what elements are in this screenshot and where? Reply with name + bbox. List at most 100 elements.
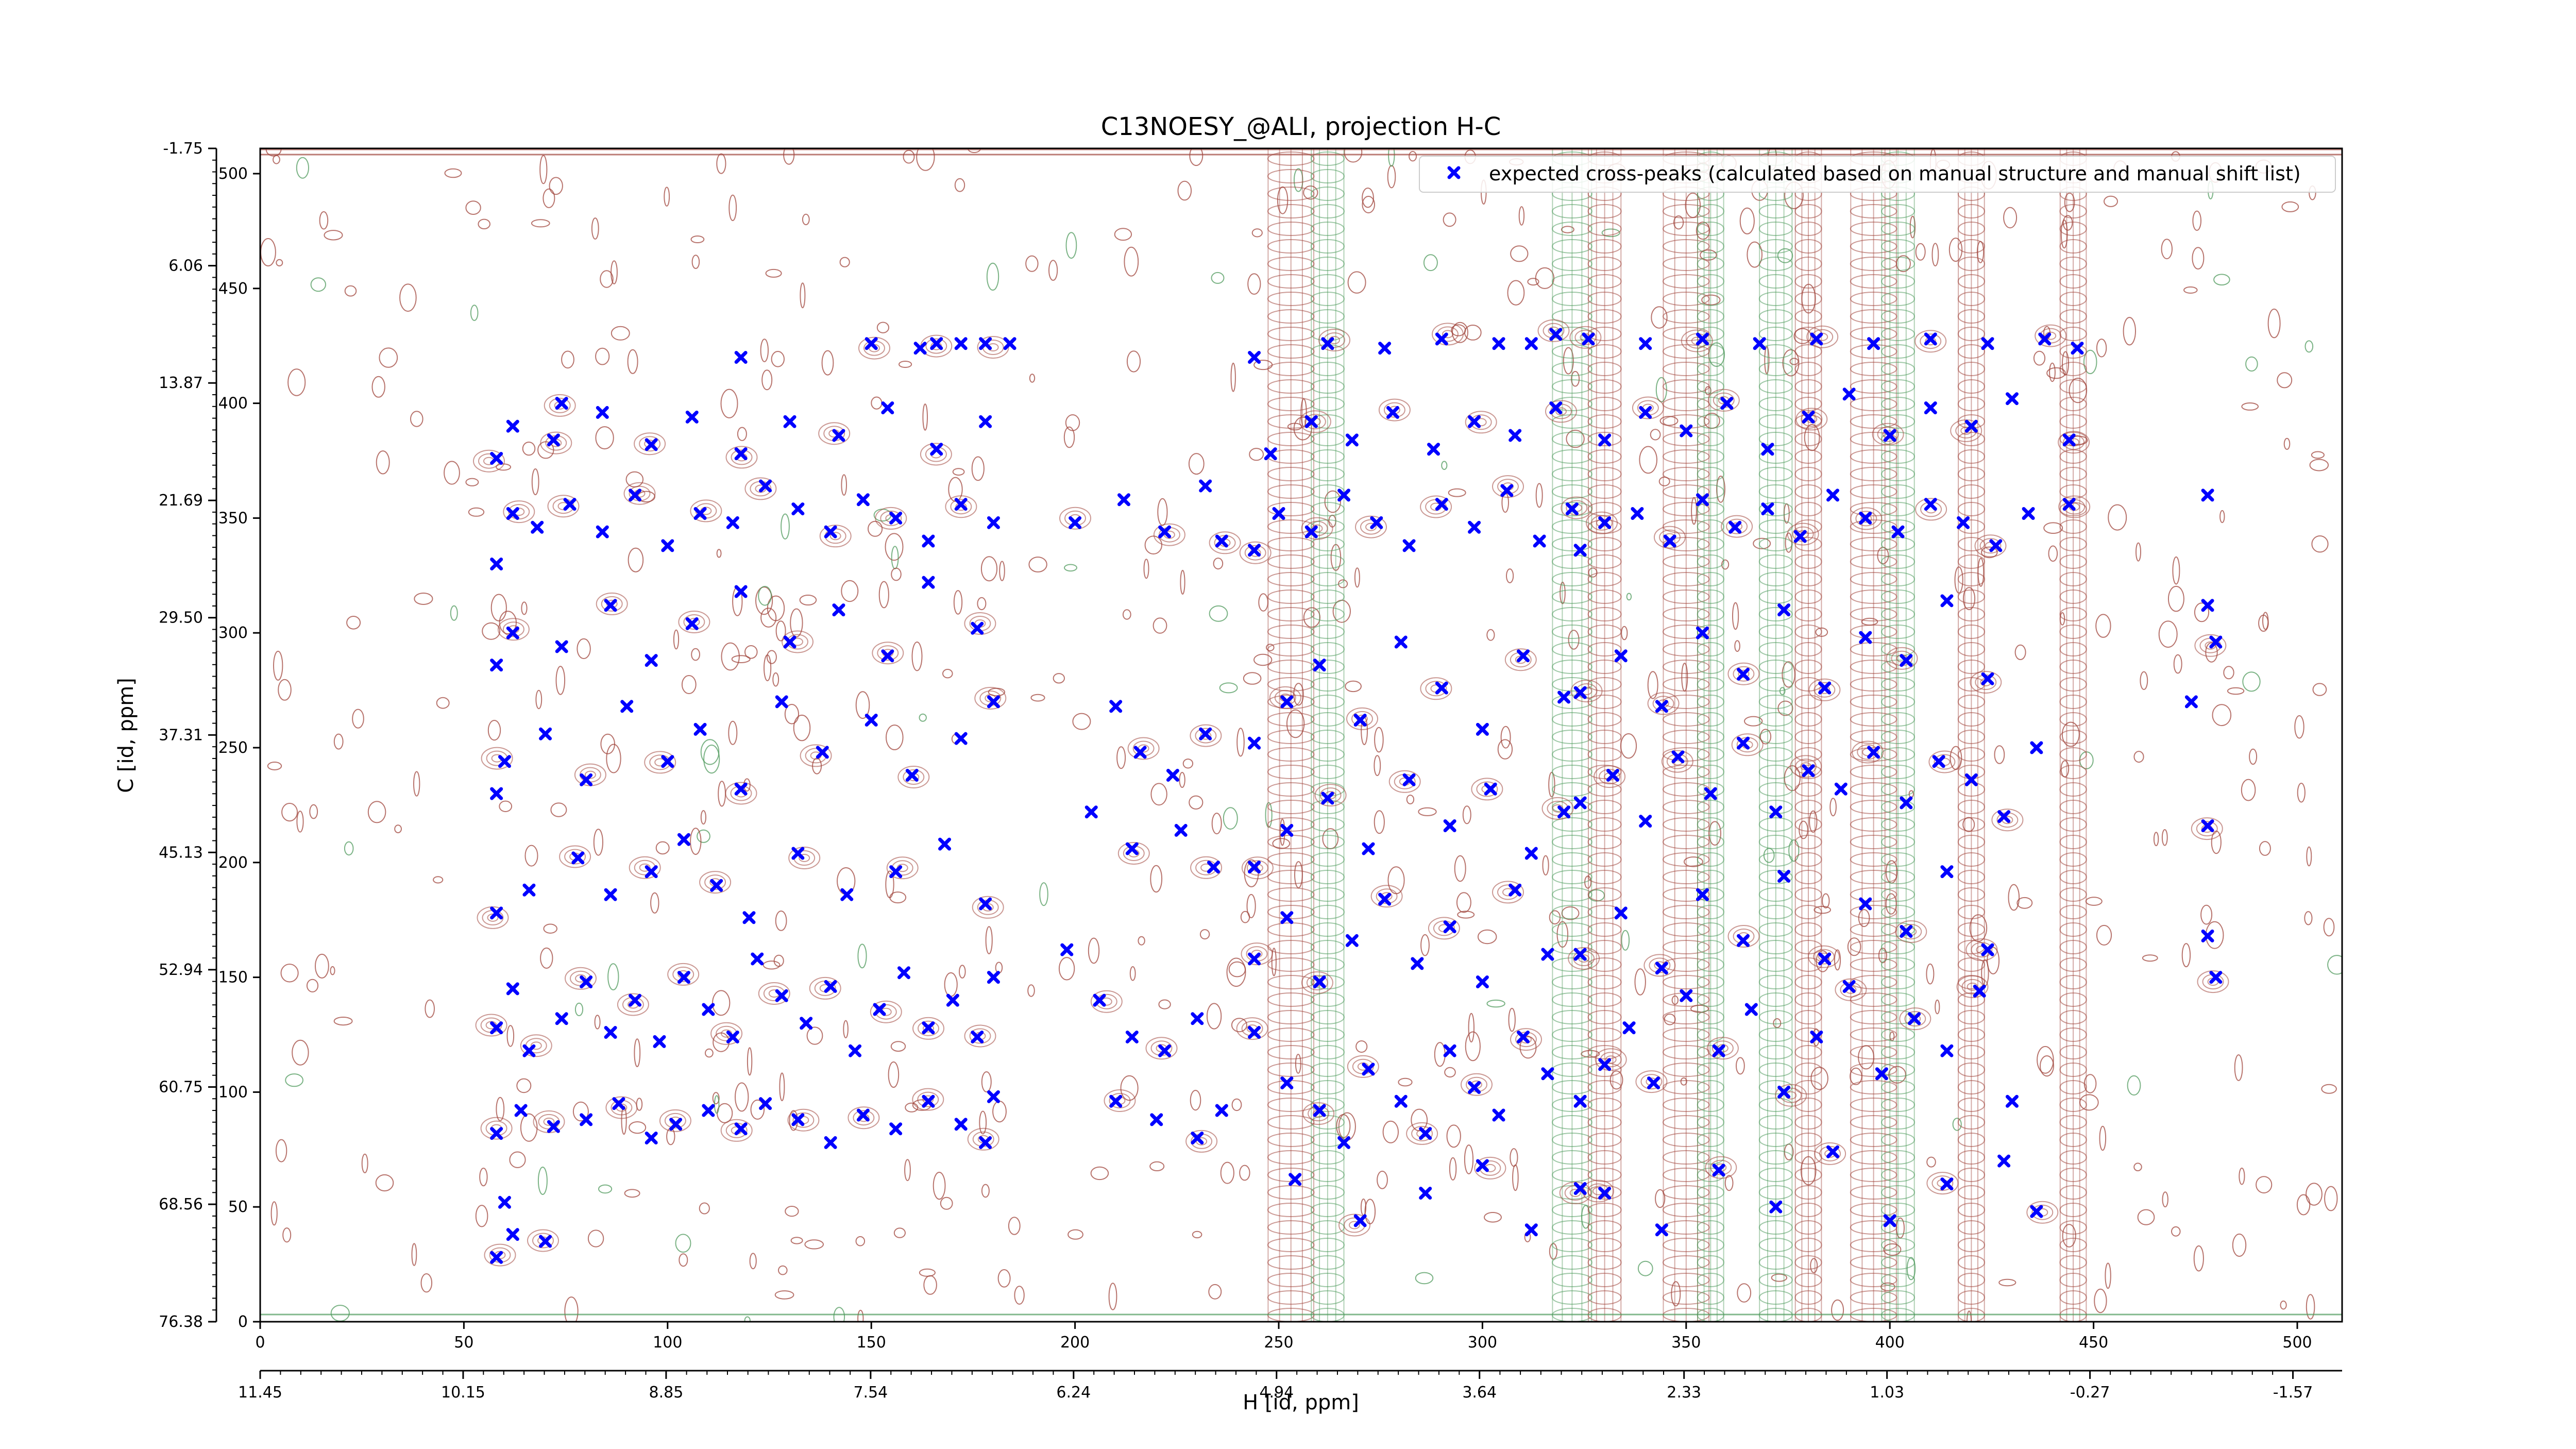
contour-ridge-blob — [1881, 782, 1915, 797]
cross-peak-marker — [604, 599, 617, 612]
contour-peak — [1605, 1055, 1617, 1064]
cross-peak-marker — [580, 1113, 593, 1126]
contour-ridge-blob — [1881, 257, 1915, 271]
contour-ridge-blob — [1310, 1098, 1345, 1112]
x-index-axis: 0 50 100 150 200 250 300 350 400 450 500 — [255, 1322, 2312, 1352]
contour-noise — [1231, 1098, 1242, 1111]
contour-ridge-blob — [1310, 1203, 1345, 1217]
contour-ridge-blob — [1794, 1203, 1822, 1217]
contour-ridge-blob — [1850, 957, 1897, 972]
contour-peak — [1775, 1084, 1807, 1107]
contour-noise — [979, 1110, 987, 1135]
cross-peak-marker — [1639, 337, 1652, 350]
contour-ridge-blob — [1310, 1133, 1345, 1147]
contour-noise — [1249, 448, 1264, 461]
cross-peak-marker — [734, 350, 748, 364]
cross-peak-marker — [1818, 952, 1832, 966]
contour-ridge-blob — [1850, 222, 1897, 236]
contour-ridge-blob — [1552, 922, 1592, 937]
cross-peak-marker — [954, 732, 968, 745]
cross-peak-marker — [1737, 934, 1750, 947]
contour-ridge-blob — [1957, 292, 1985, 306]
contour-ridge-blob — [2059, 1185, 2087, 1200]
cross-peak-marker — [1264, 447, 1277, 461]
contour-ridge-blob — [1552, 1027, 1592, 1042]
contour-peak — [1661, 750, 1693, 773]
cross-peak-marker — [734, 585, 748, 598]
cross-peak-marker — [1573, 796, 1587, 810]
cross-peak-marker — [580, 773, 593, 786]
contour-ridge-blob — [1957, 817, 1985, 832]
contour-ridge-blob — [1957, 257, 1985, 271]
contour-noise — [1637, 1260, 1653, 1276]
contour-ridge-blob — [1850, 800, 1897, 814]
contour-noise — [2095, 614, 2111, 638]
contour-ridge-blob — [1663, 817, 1710, 832]
contour-peak — [480, 1117, 513, 1140]
contour-noise — [712, 990, 731, 1016]
contour-peak — [1594, 765, 1626, 788]
contour-ridge-blob — [1957, 870, 1985, 884]
contour-ridge-blob — [1552, 1080, 1592, 1094]
contour-noise — [535, 689, 543, 710]
contour-noise — [2283, 437, 2291, 450]
y-index-tick-label: 400 — [218, 395, 248, 413]
contour-ridge-blob — [1663, 870, 1710, 884]
contour-noise — [1182, 759, 1194, 769]
contour-ridge-blob — [1267, 239, 1315, 254]
contour-ridge-blob — [1850, 397, 1897, 411]
contour-noise — [1721, 559, 1730, 570]
contour-ridge-blob — [1697, 572, 1724, 586]
contour-ridge-blob — [2059, 835, 2087, 849]
contour-peak — [699, 871, 732, 894]
contour-ridge-blob — [1850, 327, 1897, 341]
contour-ridge-blob — [1794, 712, 1822, 727]
contour-peak — [1365, 523, 1377, 531]
contour-ridge-blob — [2059, 905, 2087, 919]
contour-noise — [2083, 349, 2097, 375]
contour-ridge-blob — [1697, 642, 1724, 656]
contour-ridge-blob — [1663, 782, 1710, 797]
contour-noise — [981, 1071, 992, 1092]
contour-ridge-blob — [1697, 274, 1724, 289]
contour-noise — [1799, 820, 1808, 839]
cross-peak-marker — [1964, 773, 1978, 786]
x-axis-label: H [id, ppm] — [1243, 1391, 1359, 1414]
contour-peak — [725, 782, 757, 805]
contour-ridge-blob — [1881, 362, 1915, 376]
contour-noise — [1180, 569, 1185, 595]
contour-peak — [782, 630, 814, 653]
contour-ridge-blob — [1552, 379, 1592, 394]
contour-ridge-blob — [2059, 257, 2087, 271]
contour-noise — [1620, 733, 1637, 759]
contour-ridge-blob — [1310, 1045, 1345, 1059]
contour-ridge-blob — [1587, 1027, 1622, 1042]
cross-peak-marker — [971, 621, 984, 635]
contour-ridge-blob — [1758, 992, 1793, 1007]
cross-peak-marker — [832, 603, 845, 617]
contour-noise — [1362, 196, 1375, 213]
contour-ridge-blob — [1957, 1220, 1985, 1235]
contour-ridge-blob — [1881, 852, 1915, 867]
cross-peak-marker — [1476, 722, 1489, 736]
plot-background — [260, 148, 2342, 1322]
contour-noise — [911, 642, 923, 671]
contour-noise — [833, 1307, 845, 1322]
contour-ridge-blob — [1957, 222, 1985, 236]
x-ppm-tick-label: 7.54 — [853, 1384, 888, 1402]
contour-peak — [730, 785, 752, 801]
contour-noise — [1708, 342, 1725, 367]
contour-ridge-blob — [1587, 572, 1622, 586]
cross-peak-marker — [1304, 525, 1318, 538]
contour-ridge-blob — [1697, 625, 1724, 639]
contour-ridge-blob — [1310, 467, 1345, 481]
contour-ridge-blob — [1850, 625, 1897, 639]
contour-ridge-blob — [1794, 992, 1822, 1007]
contour-noise — [600, 270, 614, 288]
cross-peak-marker — [1313, 975, 1326, 989]
contour-ridge-blob — [1957, 379, 1985, 394]
cross-peak-marker — [1133, 746, 1147, 759]
contour-ridge-blob — [1267, 1203, 1315, 1217]
contour-peak — [923, 1024, 934, 1033]
contour-peak — [1899, 1007, 1931, 1031]
